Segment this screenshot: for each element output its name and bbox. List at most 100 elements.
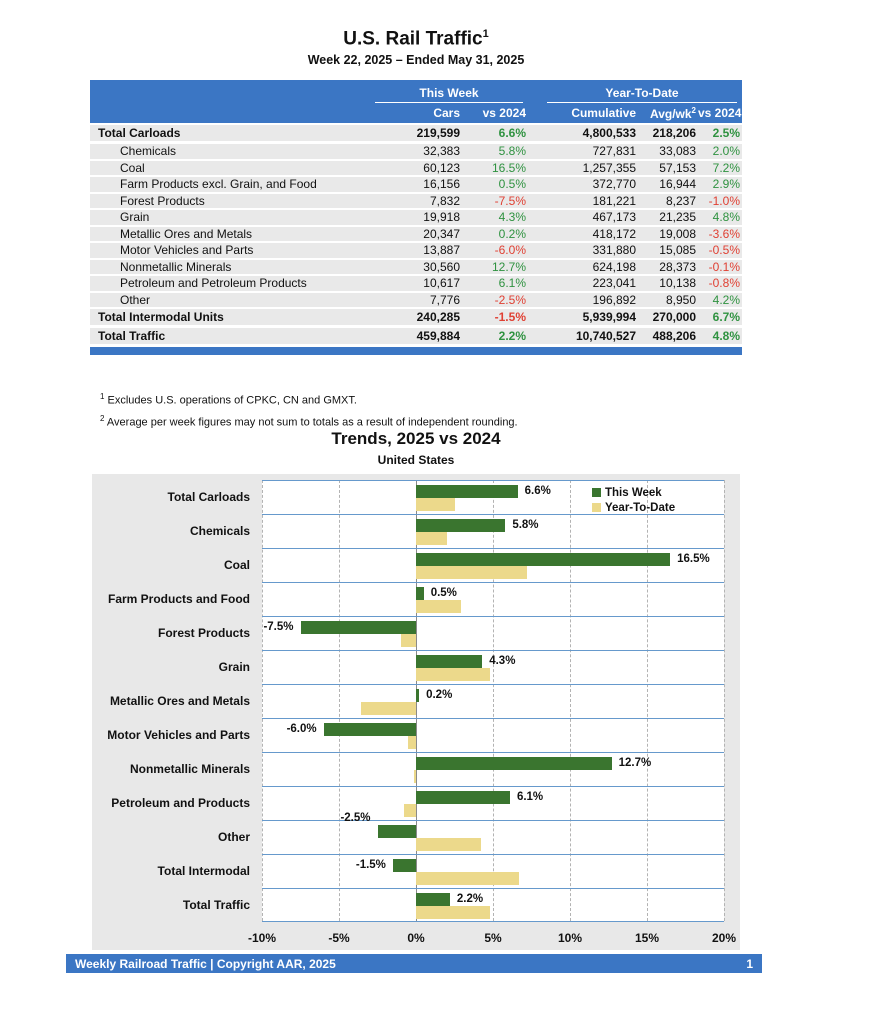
ytd-vs-2024-value: -0.8% <box>708 276 740 291</box>
legend-item-this-week: This Week <box>592 485 675 500</box>
bar-year-to-date <box>416 668 490 681</box>
bar-year-to-date <box>416 566 527 579</box>
chart-title: Trends, 2025 vs 2024 <box>331 429 501 448</box>
cars-value: 19,918 <box>423 210 460 225</box>
col-header-cumulative: Cumulative <box>571 106 636 120</box>
avg-wk-value: 28,373 <box>659 259 696 274</box>
chart-band: 5.8% <box>262 514 724 548</box>
ytd-vs-2024-value: 4.8% <box>712 210 740 225</box>
row-label: Total Intermodal Units <box>98 310 224 324</box>
chart-category-label: Total Traffic <box>182 898 250 912</box>
row-label: Total Carloads <box>98 126 181 140</box>
bar-value-label: 0.2% <box>426 689 453 701</box>
chart-category-label: Forest Products <box>157 626 250 640</box>
ytd-vs-2024-value: 4.2% <box>712 292 740 307</box>
table-body: Total Carloads 219,599 6.6% 4,800,533 218,20… <box>90 125 742 347</box>
page-subtitle: Week 22, 2025 – Ended May 31, 2025 <box>307 53 525 68</box>
table-row: Grain 19,918 4.3% 467,173 21,235 4.8% <box>90 210 742 227</box>
bar-year-to-date <box>416 532 447 545</box>
row-label: Total Traffic <box>98 329 166 343</box>
bar-this-week <box>416 587 424 600</box>
cars-value: 30,560 <box>423 259 460 274</box>
col-header-ytd-vs-2024: vs 2024 <box>698 106 742 120</box>
ytd-vs-2024-value: -3.6% <box>708 226 740 241</box>
axis-tick-label: -10% <box>247 931 276 945</box>
ytd-vs-2024-value: -1.0% <box>708 193 740 208</box>
cars-value: 16,156 <box>423 177 460 192</box>
chart-band: -1.5% <box>262 854 724 888</box>
table-column-header-row: Cars vs 2024 Cumulative Avg/wk2 vs 2024 <box>90 103 742 123</box>
cars-vs-2024-value: 6.1% <box>498 276 526 291</box>
avg-wk-value: 21,235 <box>659 210 696 225</box>
ytd-vs-2024-value: 2.9% <box>712 177 740 192</box>
cumulative-value: 727,831 <box>592 144 636 159</box>
chart-category-label: Other <box>217 830 250 844</box>
ytd-vs-2024-value: 7.2% <box>712 160 740 175</box>
table-row: Other 7,776 -2.5% 196,892 8,950 4.2% <box>90 292 742 309</box>
avg-wk-value: 488,206 <box>652 329 696 343</box>
footnote: 2 Average per week figures may not sum t… <box>100 410 518 432</box>
cars-value: 32,383 <box>423 144 460 159</box>
chart-category-label: Total Intermodal <box>157 864 250 878</box>
avg-wk-value: 57,153 <box>659 160 696 175</box>
cars-vs-2024-value: 12.7% <box>491 259 526 274</box>
footnote-marker: 2 <box>100 414 105 424</box>
legend-swatch-this-week <box>592 488 601 497</box>
cumulative-value: 196,892 <box>592 292 636 307</box>
chart-header: Trends, 2025 vs 2024 United States <box>90 429 742 467</box>
table-row: Forest Products 7,832 -7.5% 181,221 8,237 -1.… <box>90 193 742 210</box>
table-row: Chemicals 32,383 5.8% 727,831 33,083 2.0% <box>90 144 742 161</box>
cars-vs-2024-value: 16.5% <box>491 160 526 175</box>
cars-vs-2024-value: 5.8% <box>498 144 526 159</box>
bar-year-to-date <box>416 872 520 885</box>
cars-value: 7,776 <box>429 292 460 307</box>
legend-label-this-week: This Week <box>605 486 662 499</box>
chart-category-label: Total Carloads <box>167 490 250 504</box>
col-header-cars: Cars <box>433 106 460 120</box>
avg-wk-value: 10,138 <box>659 276 696 291</box>
ytd-vs-2024-value: 6.7% <box>712 310 740 324</box>
chart-category-label: Grain <box>218 660 250 674</box>
avg-wk-value: 8,237 <box>665 193 696 208</box>
footer-page-number: 1 <box>746 956 753 971</box>
chart-legend: This Week Year-To-Date <box>592 485 675 515</box>
cars-vs-2024-value: -6.0% <box>494 243 526 258</box>
row-label: Grain <box>120 210 150 225</box>
axis-tick-label: 5% <box>484 931 502 945</box>
bar-value-label: 6.6% <box>524 485 551 497</box>
col-header-avg-wk-footnote-marker: 2 <box>691 105 696 115</box>
cumulative-value: 223,041 <box>592 276 636 291</box>
bar-this-week <box>416 485 518 498</box>
table-row: Total Traffic 459,884 2.2% 10,740,527 488,20… <box>90 328 742 347</box>
chart-band: -6.0% <box>262 718 724 752</box>
group-header-year-to-date: Year-To-Date <box>542 86 742 103</box>
col-header-cars-vs-2024: vs 2024 <box>482 106 526 120</box>
gridline <box>339 480 340 921</box>
bar-this-week <box>416 655 483 668</box>
ytd-vs-2024-value: 2.0% <box>712 144 740 159</box>
cars-vs-2024-value: -7.5% <box>494 193 526 208</box>
bar-value-label: 16.5% <box>677 553 710 565</box>
rail-traffic-table: This Week Year-To-Date Cars vs 2024 Cumu… <box>90 80 742 355</box>
cumulative-value: 181,221 <box>592 193 636 208</box>
chart-band: -2.5% <box>262 812 724 854</box>
cumulative-value: 331,880 <box>592 243 636 258</box>
bar-year-to-date <box>416 906 490 919</box>
table-row: Metallic Ores and Metals 20,347 0.2% 418,17… <box>90 226 742 243</box>
chart-band: -7.5% <box>262 616 724 650</box>
gridline <box>262 480 263 921</box>
row-label: Forest Products <box>120 193 205 208</box>
chart-band: 4.3% <box>262 650 724 684</box>
chart-band: 0.2% <box>262 684 724 718</box>
chart-category-label: Nonmetallic Minerals <box>129 762 250 776</box>
chart-category-label: Coal <box>223 558 250 572</box>
table-header: This Week Year-To-Date Cars vs 2024 Cumu… <box>90 80 742 123</box>
axis-tick-label: 20% <box>711 931 737 945</box>
bar-year-to-date <box>416 838 481 851</box>
footnote-marker: 1 <box>100 392 105 401</box>
bar-this-week <box>377 825 416 838</box>
cumulative-value: 624,198 <box>592 259 636 274</box>
row-label: Petroleum and Petroleum Products <box>120 276 307 291</box>
table-row: Coal 60,123 16.5% 1,257,355 57,153 7.2% <box>90 160 742 177</box>
